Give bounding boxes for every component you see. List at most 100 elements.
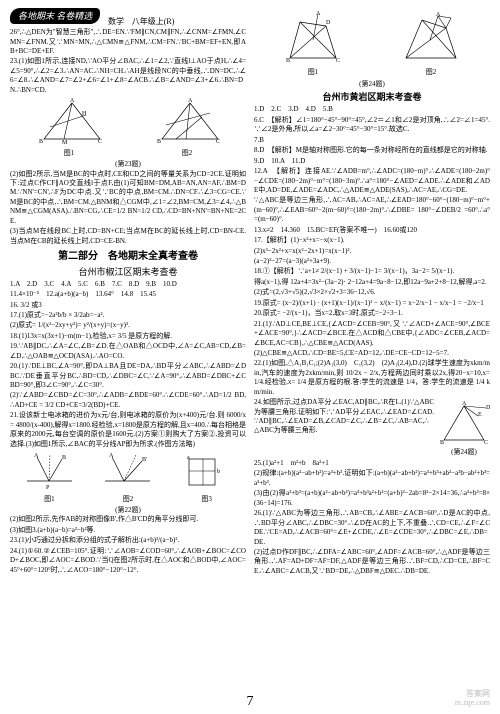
header: 各地期末 名卷精选 数学 八年级上(R) — [10, 8, 246, 28]
svg-text:M: M — [62, 140, 68, 145]
svg-text:A: A — [34, 453, 39, 459]
r-text-17-2: (2)x³−2x²+x=x(x²−2x+1)=x(x−1)². — [254, 247, 490, 256]
r-text-18: 18.①【解析】∵a+1≠ 2/(x−1) + 3/(x−1)−1= 3/(x−… — [254, 267, 490, 276]
svg-text:B: B — [157, 139, 161, 145]
svg-text:C: C — [484, 440, 488, 444]
figure-24-row: A B C D 图1 A 图2 — [254, 10, 490, 78]
fig23-sub2: 图2 — [152, 149, 222, 158]
watermark: 答案网 m.zqe.com — [455, 690, 490, 708]
fig24-sub1: 图1 — [278, 68, 348, 77]
r-text-20: 20.原式= −2/(x−1)，当x=2,取x=3时,原式=−2÷3−1. — [254, 309, 490, 318]
page-root: 各地期末 名卷精选 数学 八年级上(R) 26°,∴△DEN为"智慧三角形",∴… — [0, 0, 500, 714]
r-text-17: 17.【解析】(1)−x²+x=−x(x−1). — [254, 236, 490, 245]
right-subtitle: 台州市黄岩区期末考查卷 — [254, 91, 490, 103]
text-21: 21.设该新士电冰箱的进价为x元/台,则电冰箱的原价为(x+400)元/台.则 … — [10, 411, 246, 449]
r-text-18-3: (2)式=(2,√3+√5)(2,√3×2×√2+3=36−12,√6. — [254, 288, 490, 297]
r-answers-1: 1.D 2.C 3.D 4.D 5.B — [254, 105, 490, 114]
text-20: 20.(1)∵DE⊥BC,∠A=90°,即DA⊥BA且DE=DA,∴BD平分∠A… — [10, 362, 246, 390]
figure-24-2: A — [396, 10, 466, 65]
r-text-21: 21.(1)∵AD⊥CE,BE⊥CE,{∠ACD=∠CEB=90°,又∵∠ACD… — [254, 320, 490, 348]
text-23: 23.(1)小巧通过分拆和添分组的式子解析出:(a+b)²/(a−b)². — [10, 536, 246, 545]
r-text-8: 8.D 【解析】M是轴对称图形.它的每一条对称经所在的直线都是它的对称轴. — [254, 146, 490, 155]
figure-22-2: A B' — [100, 451, 155, 491]
r-text-13: 13.x≠2 14.360 15.BC=EF(答案不唯一) 16.60或120 — [254, 226, 490, 235]
svg-text:A: A — [436, 12, 441, 18]
svg-text:A: A — [70, 98, 75, 104]
svg-text:E: E — [478, 412, 482, 418]
text-22-2: (2)如图2所示,先作AB的对称图像B',作△B'CD的角平分线即可. — [10, 515, 246, 524]
svg-text:B: B — [39, 139, 43, 145]
r-text-25-3: (3)由(2)得a³+b³=(a+b)(a²−ab+b²)=a³+b³a²+b²… — [254, 489, 490, 508]
fig23-caption: (第23题) — [10, 160, 246, 169]
part2-title: 第二部分 各地期末全真考查卷 — [10, 250, 246, 264]
fig24-caption: (第24题) — [254, 80, 490, 89]
text-19: 19.∵AB∥DC,∴∠A=∠C,∠B=∠D.在△OAB和△OCD中,∠A=∠C… — [10, 342, 246, 361]
svg-text:B': B' — [142, 457, 147, 463]
header-badge: 各地期末 名卷精选 — [10, 8, 100, 24]
fig23-sub1: 图1 — [34, 149, 104, 158]
fig24r-caption: (第24题) — [438, 448, 490, 457]
part2-sub: 台州市椒江区期末考查卷 — [10, 266, 246, 278]
r-text-25: 25.(1)a²+1 m²+b 8a²+1 — [254, 459, 490, 468]
header-subject: 数学 — [108, 17, 124, 28]
svg-text:A: A — [462, 401, 467, 407]
figure-23-1: A B C M H — [34, 97, 104, 145]
r-text-17-3: (a−2)²−27=(a−3)(a²+3a+9). — [254, 257, 490, 266]
r-text-19: 19.原式= (x−2)/(x+1) · (x+1)(x−1)/(x−1)² −… — [254, 299, 490, 308]
svg-text:C: C — [98, 139, 102, 145]
svg-text:D: D — [326, 20, 331, 26]
r-text-9: 9.D 10.A 11.D — [254, 157, 490, 166]
fig22-sub1: 图1 — [22, 495, 77, 504]
svg-text:P: P — [46, 485, 50, 491]
svg-text:H: H — [82, 111, 87, 117]
svg-text:A: A — [188, 98, 193, 104]
svg-text:D: D — [486, 405, 490, 411]
page-number: 7 — [0, 693, 500, 712]
text-24: 24.(1)①60.②∠CEB=105°.证明:∵∠AOB=∠COD=60°,∴… — [10, 547, 246, 575]
fig22-sub3: 图3 — [179, 495, 234, 504]
watermark-line2: m.zqe.com — [455, 699, 490, 708]
text-22-3: (3)如图3.(a+b)(a−b)=a²−b²等. — [10, 526, 246, 535]
svg-text:A: A — [109, 453, 114, 459]
r-text-26: 26.(1)∵△ABC为等边三角形,∴AB=CB,∴∠ABE=∠ACB=60°,… — [254, 509, 490, 547]
text-20-2: (2)∵∠ABD=∠CBD=∠C=30°,∴∠ADB=∠BDE=60°.∴∠CD… — [10, 391, 246, 410]
figure-24r-wrap: A B C D E (第24题) — [438, 400, 490, 457]
answers-1: 1.A 2.D 3.C 4.A 5.C 6.B 7.C 8.D 9.B 10.D — [10, 280, 246, 289]
r-text-22: 22.(1)如图,△A₁B₁C₁;(2)A₁(3,0) C₁(3,2) (2)A… — [254, 359, 490, 397]
svg-text:B: B — [286, 58, 290, 64]
text-23-1: 23.(1)如图1所示,连接ND,∵AO平分∠BAC,∴∠1=∠2,∵直线l⊥A… — [10, 57, 246, 95]
r-text-21-2: (2)△CBE≌△ACD,∴CD=BE=5,CE=AD=12,∴DE=CE−CD… — [254, 349, 490, 358]
r-text-12: 12.A 【解析】连接AE.∵∠ADB=m°,∴∠ADC=(180−m)°.∴∠… — [254, 167, 490, 195]
svg-text:C: C — [336, 58, 340, 64]
figure-24-1: A B C D — [278, 10, 348, 65]
r-text-6: 6.C 【解析】∠1=180°−45°−90°=45°,∠2＝∠1和∠2是对顶角… — [254, 116, 490, 135]
r-text-26-2: (2)过点D作DF∥BC,∴∠DFA=∠ABC=60°,∠ADF=∠ACB=60… — [254, 548, 490, 576]
answers-2: 11.4×10⁻⁵ 12.a(a+b)(a−b) 13.64° 14.8 15.… — [10, 290, 246, 299]
text-18: 18.(1)13x=x(3x+1)−m(m−1),检验,x= 3/5 是原方程的… — [10, 332, 246, 341]
figure-22-3: ab — [179, 451, 234, 491]
r-text-12-2: ∵△ABC是等边三角形,∴AC=AB,∴AC=AE,∴∠EAD=180°−60°… — [254, 196, 490, 224]
r-text-7: 7.B — [254, 136, 490, 145]
text-26: 26°,∴△DEN为"智慧三角形",∴DE=EN.∵FM∥CN,CM∥FN,∴∠… — [10, 28, 246, 56]
svg-text:a: a — [187, 455, 190, 461]
fig22-sub2: 图2 — [100, 495, 155, 504]
figure-23-2: A B C — [152, 97, 222, 145]
left-column: 各地期末 名卷精选 数学 八年级上(R) 26°,∴△DEN为"智慧三角形",∴… — [10, 8, 246, 710]
figure-23-row: A B C M H 图1 A B C 图2 — [10, 97, 246, 158]
right-column: A B C D 图1 A 图2 (第24题) 台州市黄 — [254, 8, 490, 710]
svg-text:B: B — [62, 455, 66, 461]
answers-3: 16. 3/2 或3 — [10, 301, 246, 310]
svg-text:B: B — [440, 440, 444, 444]
svg-text:C: C — [216, 139, 220, 145]
fig24-sub2: 图2 — [396, 68, 466, 77]
svg-text:b: b — [217, 469, 220, 475]
svg-text:A: A — [316, 11, 321, 17]
fig22-caption: (第22题) — [10, 506, 246, 515]
text-23-3: (3)当点M在线段BC上时,CD=BN+CE;当点M在BC的延长线上时,CD=B… — [10, 227, 246, 246]
text-23-2: (2)如图2所示,当M是BC的中点时,CE和CD之间的等量关系为CD=2CE.证… — [10, 170, 246, 227]
header-grade: 八年级上(R) — [132, 17, 175, 28]
figure-22-1: A B P — [22, 451, 77, 491]
text-17: 17.(1)原式=−2a²b/b × 3/2ab=−a². — [10, 311, 246, 320]
figure-24r: A B C D E — [438, 400, 490, 444]
r-text-18-2: 得a(x−1),得 12a+4=3x²−(3a−2)· 2−12a+4=9a−8… — [254, 278, 490, 287]
